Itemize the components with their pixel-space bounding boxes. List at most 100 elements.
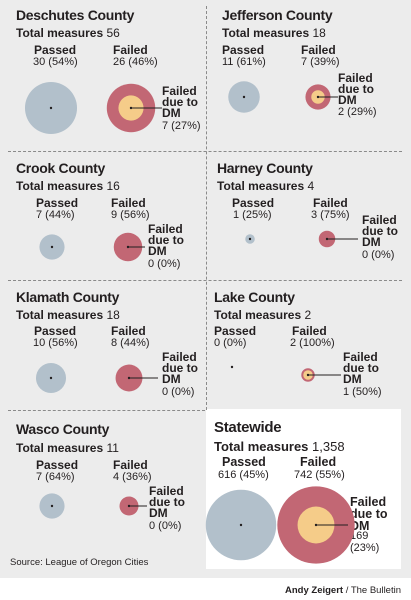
total-value: 2 [304, 308, 312, 322]
dm-label: Failed due to DM [343, 351, 379, 385]
passed-label: Passed [36, 458, 79, 472]
total-value: 18 [312, 26, 326, 40]
circles [35, 362, 158, 394]
panel-statewide: Statewide Total measures 1,358 Passed 61… [205, 410, 401, 570]
failed-label: Failed [113, 458, 148, 472]
county-title: Statewide [214, 419, 282, 436]
dm-label-line-2: due to [162, 361, 198, 375]
total-measures: Total measures 2 [214, 308, 311, 322]
circles [39, 493, 147, 519]
total-value: 11 [106, 441, 119, 455]
failed-value: 26 (46%) [113, 56, 158, 68]
dm-label-line-3: DM [350, 519, 370, 533]
passed-label: Passed [222, 455, 266, 469]
passed-label: Passed [34, 43, 77, 57]
dm-label: Failed due to DM [162, 350, 198, 386]
dm-label-line-3: DM [148, 244, 167, 258]
dm-label-line-2: due to [362, 224, 398, 238]
dm-label-line-1: Failed [148, 222, 183, 236]
passed-value: 7 (44%) [36, 209, 75, 221]
total-label: Total measures [217, 179, 305, 193]
dm-label-line-2: due to [338, 82, 374, 96]
total-value: 56 [106, 26, 120, 40]
panel-crook: Crook County Total measures 16 Passed 7 … [0, 151, 206, 280]
county-title: Deschutes County [16, 7, 135, 23]
passed-value: 1 (25%) [233, 209, 272, 221]
failed-value: 4 (36%) [113, 471, 152, 483]
dm-value-count: 169 [350, 530, 369, 542]
failed-label: Failed [313, 196, 348, 210]
credit-outlet: The Bulletin [350, 585, 401, 596]
dm-label-line-1: Failed [362, 213, 397, 227]
dm-label-line-3: DM [162, 372, 181, 386]
dm-value: 0 (0%) [149, 520, 182, 532]
failed-center-dot [127, 504, 131, 508]
circles [24, 81, 162, 135]
dm-label-line-1: Failed [338, 71, 373, 85]
failed-value: 742 (55%) [294, 469, 345, 481]
panel-deschutes: Deschutes County Total measures 56 Passe… [0, 0, 206, 151]
total-measures: Total measures 11 [16, 441, 119, 455]
failed-label: Failed [300, 455, 337, 469]
total-label: Total measures [222, 26, 310, 40]
circles [245, 230, 358, 248]
passed-label: Passed [36, 196, 79, 210]
total-value: 1,358 [312, 439, 345, 454]
dm-label: Failed due to DM [148, 222, 184, 258]
passed-center-dot [239, 523, 243, 527]
passed-center-dot [49, 376, 53, 380]
dm-label: Failed due to DM [362, 213, 398, 248]
circles [230, 365, 341, 382]
failed-center-dot [314, 523, 318, 527]
dm-label-line-1: Failed [149, 484, 184, 498]
total-value: 18 [106, 308, 120, 322]
failed-center-dot [316, 95, 320, 99]
credit-author: Andy Zeigert [285, 585, 344, 596]
passed-center-dot [248, 237, 252, 241]
dm-label: Failed due to DM [350, 496, 388, 533]
dm-value: 0 (0%) [362, 249, 395, 261]
divider-column [206, 6, 207, 410]
total-label: Total measures [16, 179, 104, 193]
passed-center-dot [242, 95, 246, 99]
dm-label-line-1: Failed [162, 350, 197, 364]
total-value: 16 [106, 179, 120, 193]
failed-value: 8 (44%) [111, 337, 150, 349]
circles [205, 486, 355, 564]
credit-separator: / [343, 585, 351, 596]
total-measures: Total measures 16 [16, 179, 120, 193]
passed-center-dot [49, 106, 53, 110]
passed-value: 10 (56%) [33, 337, 78, 349]
passed-label: Passed [222, 43, 265, 57]
dm-value: 2 (29%) [338, 106, 377, 118]
dm-label: Failed due to DM [149, 484, 185, 519]
county-title: Crook County [16, 160, 105, 176]
total-label: Total measures [214, 439, 309, 454]
dm-label-line-2: due to [148, 233, 184, 247]
failed-center-dot [306, 373, 310, 377]
infographic: Deschutes County Total measures 56 Passe… [0, 0, 411, 578]
county-title: Klamath County [16, 289, 120, 305]
divider-row-3 [8, 410, 205, 411]
panel-wasco: Wasco County Total measures 11 Passed 7 … [0, 410, 206, 578]
passed-value: 30 (54%) [33, 56, 78, 68]
divider-row-2 [8, 280, 402, 281]
dm-label-line-3: DM [338, 93, 357, 107]
failed-value: 7 (39%) [301, 56, 340, 68]
total-label: Total measures [214, 308, 302, 322]
passed-center-dot [50, 245, 54, 249]
failed-center-dot [127, 376, 131, 380]
passed-label: Passed [214, 324, 257, 338]
failed-value: 2 (100%) [290, 337, 335, 349]
circles [228, 81, 338, 113]
passed-label: Passed [232, 196, 275, 210]
passed-value: 7 (64%) [36, 471, 75, 483]
passed-value: 616 (45%) [218, 469, 269, 481]
panel-jefferson: Jefferson County Total measures 18 Passe… [206, 0, 411, 151]
county-title: Harney County [217, 160, 313, 176]
county-title: Lake County [214, 289, 295, 305]
county-title: Wasco County [16, 421, 110, 437]
failed-label: Failed [111, 196, 146, 210]
failed-center-dot [126, 245, 130, 249]
dm-label-line-2: due to [350, 507, 388, 521]
